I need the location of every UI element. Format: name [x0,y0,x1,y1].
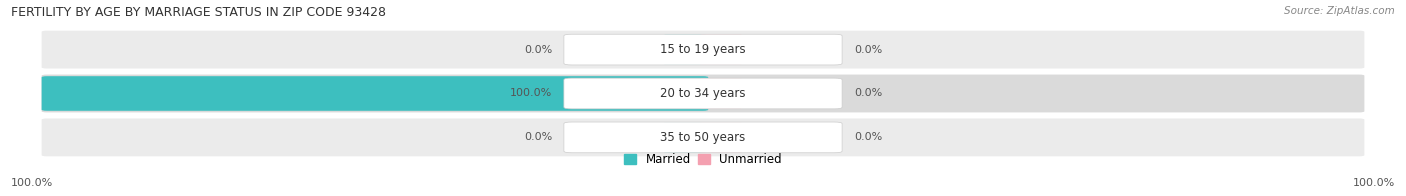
Text: Source: ZipAtlas.com: Source: ZipAtlas.com [1284,6,1395,16]
Text: 35 to 50 years: 35 to 50 years [661,131,745,144]
Text: 0.0%: 0.0% [853,132,882,142]
FancyBboxPatch shape [564,34,842,65]
FancyBboxPatch shape [564,122,842,153]
Legend: Married, Unmarried: Married, Unmarried [624,153,782,166]
Text: 0.0%: 0.0% [853,88,882,99]
FancyBboxPatch shape [664,122,706,153]
Text: 100.0%: 100.0% [1353,178,1395,188]
FancyBboxPatch shape [42,76,709,111]
Text: 15 to 19 years: 15 to 19 years [661,43,745,56]
FancyBboxPatch shape [42,31,1364,69]
FancyBboxPatch shape [700,34,742,65]
Text: 20 to 34 years: 20 to 34 years [661,87,745,100]
FancyBboxPatch shape [42,118,1364,156]
FancyBboxPatch shape [664,34,706,65]
Text: 0.0%: 0.0% [524,44,553,55]
Text: 0.0%: 0.0% [853,44,882,55]
Text: 100.0%: 100.0% [11,178,53,188]
Text: 0.0%: 0.0% [524,132,553,142]
Text: FERTILITY BY AGE BY MARRIAGE STATUS IN ZIP CODE 93428: FERTILITY BY AGE BY MARRIAGE STATUS IN Z… [11,6,387,19]
FancyBboxPatch shape [700,78,742,109]
FancyBboxPatch shape [42,74,1364,113]
Text: 100.0%: 100.0% [510,88,553,99]
FancyBboxPatch shape [564,78,842,109]
FancyBboxPatch shape [700,122,742,153]
